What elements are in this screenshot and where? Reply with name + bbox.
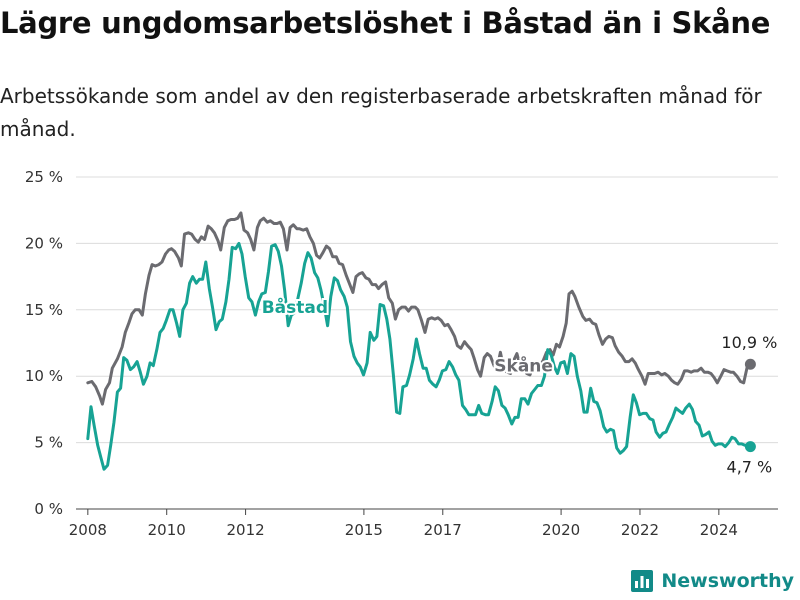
- y-tick-label: 25 %: [25, 168, 63, 186]
- x-tick-label: 2012: [226, 521, 264, 539]
- x-tick-label: 2017: [424, 521, 462, 539]
- x-tick-label: 2010: [148, 521, 186, 539]
- y-tick-label: 20 %: [25, 234, 63, 252]
- series-label-skåne: Skåne: [494, 355, 553, 377]
- end-point-båstad: [744, 441, 756, 453]
- end-point-skåne: [744, 358, 756, 370]
- y-tick-label: 0 %: [34, 500, 63, 518]
- y-tick-label: 10 %: [25, 367, 63, 385]
- x-tick-label: 2015: [345, 521, 383, 539]
- series-line-skåne: [86, 211, 752, 406]
- x-tick-label: 2008: [69, 521, 107, 539]
- end-value-label-båstad: 4,7 %: [727, 458, 773, 477]
- series-line-båstad: [86, 241, 752, 471]
- newsworthy-logo: Newsworthy: [631, 570, 794, 592]
- chart-subtitle: Arbetssökande som andel av den registerb…: [0, 84, 762, 141]
- x-tick-label: 2020: [542, 521, 580, 539]
- x-tick-label: 2022: [621, 521, 659, 539]
- chart-title: Lägre ungdomsarbetslöshet i Båstad än i …: [0, 6, 771, 40]
- y-tick-label: 15 %: [25, 301, 63, 319]
- bar-chart-logo-icon: [631, 570, 654, 592]
- series-label-båstad: Båstad: [262, 296, 328, 318]
- y-tick-label: 5 %: [34, 434, 63, 452]
- end-value-label-skåne: 10,9 %: [721, 333, 777, 352]
- brand-name: Newsworthy: [661, 570, 794, 592]
- x-tick-label: 2024: [700, 521, 738, 539]
